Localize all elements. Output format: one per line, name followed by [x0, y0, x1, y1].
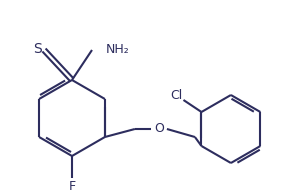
Text: NH₂: NH₂	[106, 43, 130, 55]
Text: F: F	[69, 181, 75, 193]
Text: S: S	[33, 42, 41, 56]
Text: Cl: Cl	[170, 89, 183, 102]
Text: O: O	[154, 122, 164, 135]
